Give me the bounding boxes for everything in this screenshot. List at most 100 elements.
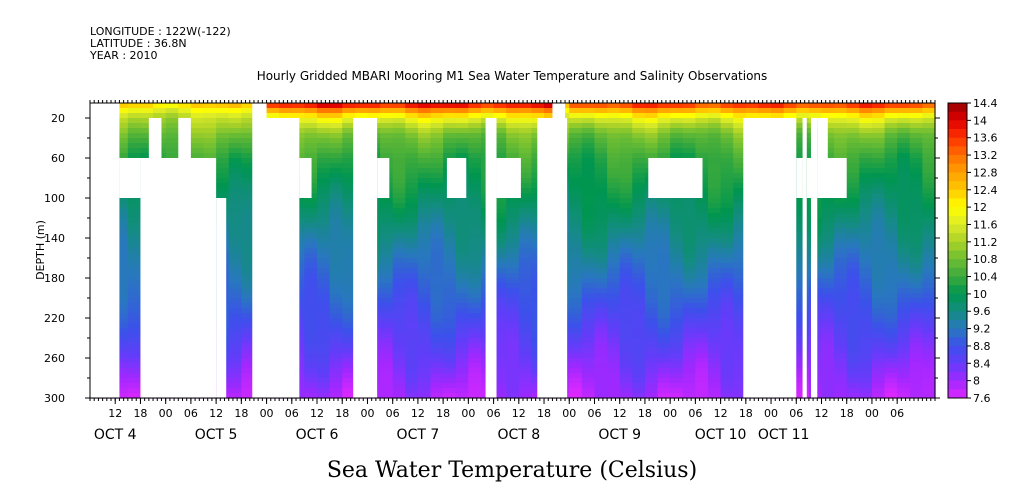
heatmap-cell [909, 298, 923, 304]
heatmap-cell [846, 273, 860, 279]
heatmap-cell [594, 393, 608, 399]
heatmap-cell [619, 318, 633, 324]
heatmap-cell [619, 108, 633, 114]
heatmap-cell [569, 193, 583, 199]
heatmap-cell [632, 108, 646, 114]
heatmap-cell [417, 323, 432, 329]
missing-data-block [216, 198, 227, 398]
heatmap-cell [342, 198, 356, 204]
heatmap-cell [342, 173, 356, 179]
heatmap-cell [695, 348, 709, 354]
heatmap-cell [909, 253, 923, 259]
heatmap-cell [846, 118, 860, 124]
heatmap-cell [506, 198, 520, 204]
heatmap-cell [518, 288, 533, 294]
heatmap-cell [342, 278, 356, 284]
heatmap-cell [203, 153, 217, 159]
heatmap-cell [594, 128, 608, 134]
heatmap-cell [733, 258, 747, 264]
heatmap-cell [834, 268, 848, 274]
heatmap-cell [228, 103, 242, 109]
colorbar-swatch [948, 120, 967, 130]
heatmap-cell [430, 318, 444, 324]
heatmap-cell [897, 223, 911, 229]
heatmap-cell [859, 323, 873, 329]
heatmap-cell [607, 323, 621, 329]
heatmap-cell [392, 328, 406, 334]
colorbar-frame [947, 102, 968, 399]
heatmap-cell [405, 368, 419, 374]
heatmap-cell [342, 103, 356, 109]
heatmap-cell [430, 233, 444, 239]
heatmap-cell [859, 358, 873, 364]
heatmap-cell [417, 208, 432, 214]
heatmap-cell [644, 318, 659, 324]
x-day-label: OCT 9 [598, 427, 641, 443]
colorbar-label: 8 [973, 375, 980, 388]
heatmap-cell [392, 223, 406, 229]
colorbar-label: 12.4 [973, 184, 998, 197]
heatmap-cell [657, 368, 671, 374]
heatmap-cell [317, 353, 331, 359]
heatmap-cell [127, 318, 142, 324]
heatmap-cell [859, 108, 873, 114]
heatmap-cell [468, 258, 482, 264]
heatmap-cell [468, 393, 482, 399]
heatmap-cell [569, 168, 583, 174]
x-tick-label: 06 [487, 407, 501, 420]
heatmap-cell [632, 188, 646, 194]
heatmap-cell [884, 218, 898, 224]
heatmap-cell [733, 363, 747, 369]
heatmap-cell [733, 288, 747, 294]
y-tick-label: 180 [44, 272, 65, 285]
heatmap-cell [115, 103, 129, 109]
heatmap-cell [670, 148, 684, 154]
heatmap-cell [518, 368, 533, 374]
colorbar-swatch [948, 293, 967, 304]
heatmap-cell [342, 223, 356, 229]
heatmap-cell [228, 343, 242, 349]
heatmap-cell [405, 233, 419, 239]
heatmap-cell [897, 363, 911, 369]
heatmap-cell [506, 328, 520, 334]
heatmap-cell [342, 338, 356, 344]
heatmap-cell [897, 233, 911, 239]
colorbar-swatch [948, 285, 967, 295]
heatmap-cell [859, 378, 873, 384]
heatmap-cell [834, 343, 848, 349]
heatmap-cell [733, 348, 747, 354]
heatmap-cell [720, 253, 734, 259]
heatmap-cell [241, 293, 255, 299]
heatmap-cell [165, 118, 179, 124]
heatmap-cell [468, 133, 482, 139]
heatmap-cell [405, 393, 419, 399]
heatmap-cell [733, 293, 747, 299]
heatmap-cell [329, 268, 343, 274]
heatmap-cell [531, 103, 545, 109]
heatmap-cell [140, 128, 154, 134]
heatmap-cell [859, 223, 873, 229]
heatmap-cell [745, 113, 760, 119]
heatmap-cell [834, 293, 848, 299]
heatmap-cell [871, 133, 886, 139]
heatmap-cell [468, 378, 482, 384]
missing-data-block [648, 158, 703, 198]
colorbar-swatch [948, 137, 967, 147]
heatmap-cell [632, 103, 646, 109]
heatmap-cell [594, 293, 608, 299]
colorbar-label: 9.6 [973, 305, 991, 318]
heatmap-cell [430, 213, 444, 219]
heatmap-cell [430, 328, 444, 334]
heatmap-cell [430, 198, 444, 204]
heatmap-cell [834, 153, 848, 159]
heatmap-cell [115, 208, 129, 214]
heatmap-cell [581, 288, 596, 294]
heatmap-cell [909, 363, 923, 369]
heatmap-cell [922, 243, 936, 249]
heatmap-cell [165, 133, 179, 139]
heatmap-cell [632, 208, 646, 214]
heatmap-cell [430, 223, 444, 229]
heatmap-cell [632, 113, 646, 119]
heatmap-cell [859, 218, 873, 224]
heatmap-cell [707, 343, 722, 349]
